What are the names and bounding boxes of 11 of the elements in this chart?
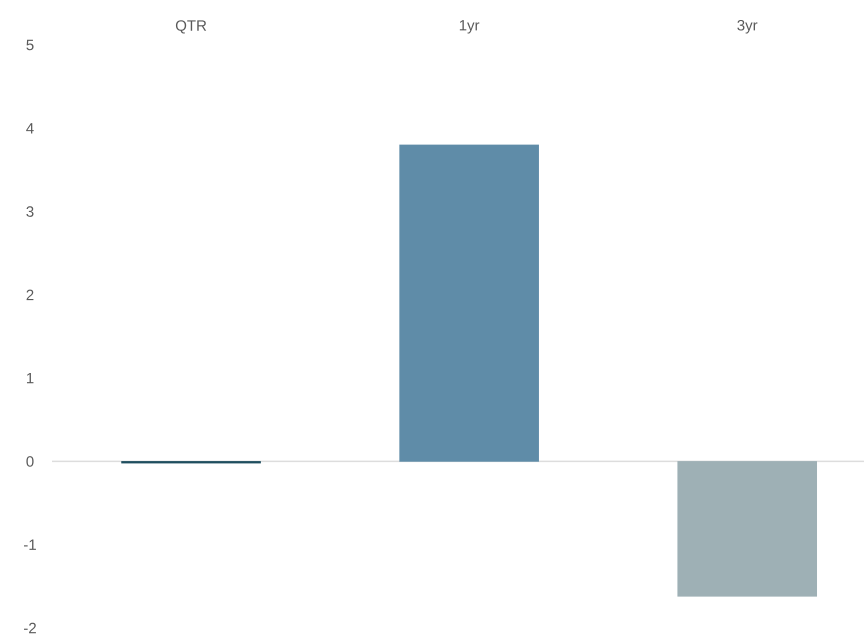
y-tick-label: 0 [26, 456, 34, 467]
x-tick-label: 1yr [460, 20, 480, 34]
y-tick-label: 2 [26, 290, 34, 300]
y-tick-label: 4 [26, 123, 34, 134]
y-tick-label: -1 [24, 540, 36, 550]
y-tick-label: -2 [24, 622, 36, 634]
x-tick-label: 3yr [737, 20, 758, 34]
y-tick-label: 1 [26, 372, 34, 384]
y-tick-label: 5 [26, 40, 34, 50]
y-tick-label: 3 [26, 206, 34, 217]
x-tick-label: QTR [176, 20, 206, 34]
